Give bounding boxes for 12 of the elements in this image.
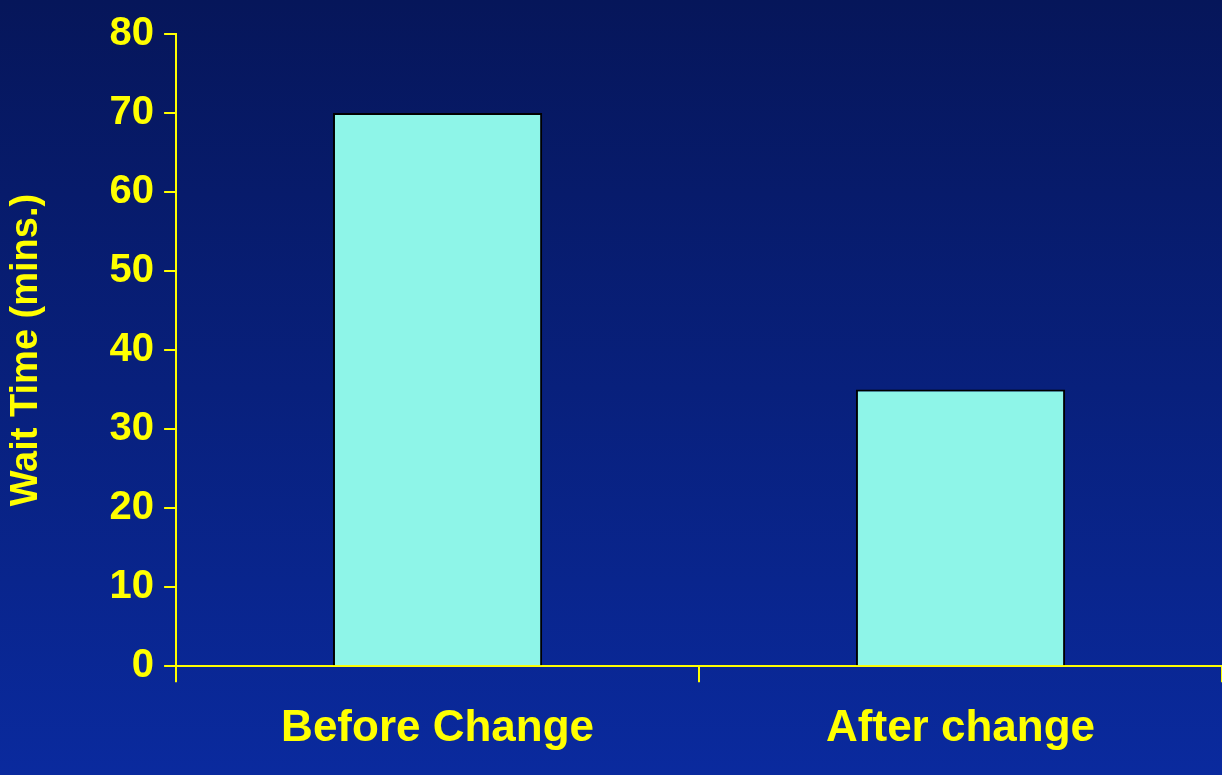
y-tick-label: 20 bbox=[109, 483, 155, 528]
y-tick-label: 70 bbox=[109, 88, 155, 133]
x-tick-label: After change bbox=[826, 700, 1095, 750]
x-tick-label: Before Change bbox=[281, 700, 595, 750]
y-tick-label: 30 bbox=[109, 404, 155, 449]
y-tick-label: 40 bbox=[109, 325, 155, 370]
y-tick-label: 0 bbox=[131, 641, 155, 686]
y-tick-label: 60 bbox=[109, 167, 155, 212]
y-axis-title: Wait Time (mins.) bbox=[3, 193, 46, 507]
y-tick-label: 10 bbox=[109, 562, 155, 607]
y-tick-label: 50 bbox=[109, 246, 155, 291]
y-tick-label: 80 bbox=[109, 9, 155, 54]
